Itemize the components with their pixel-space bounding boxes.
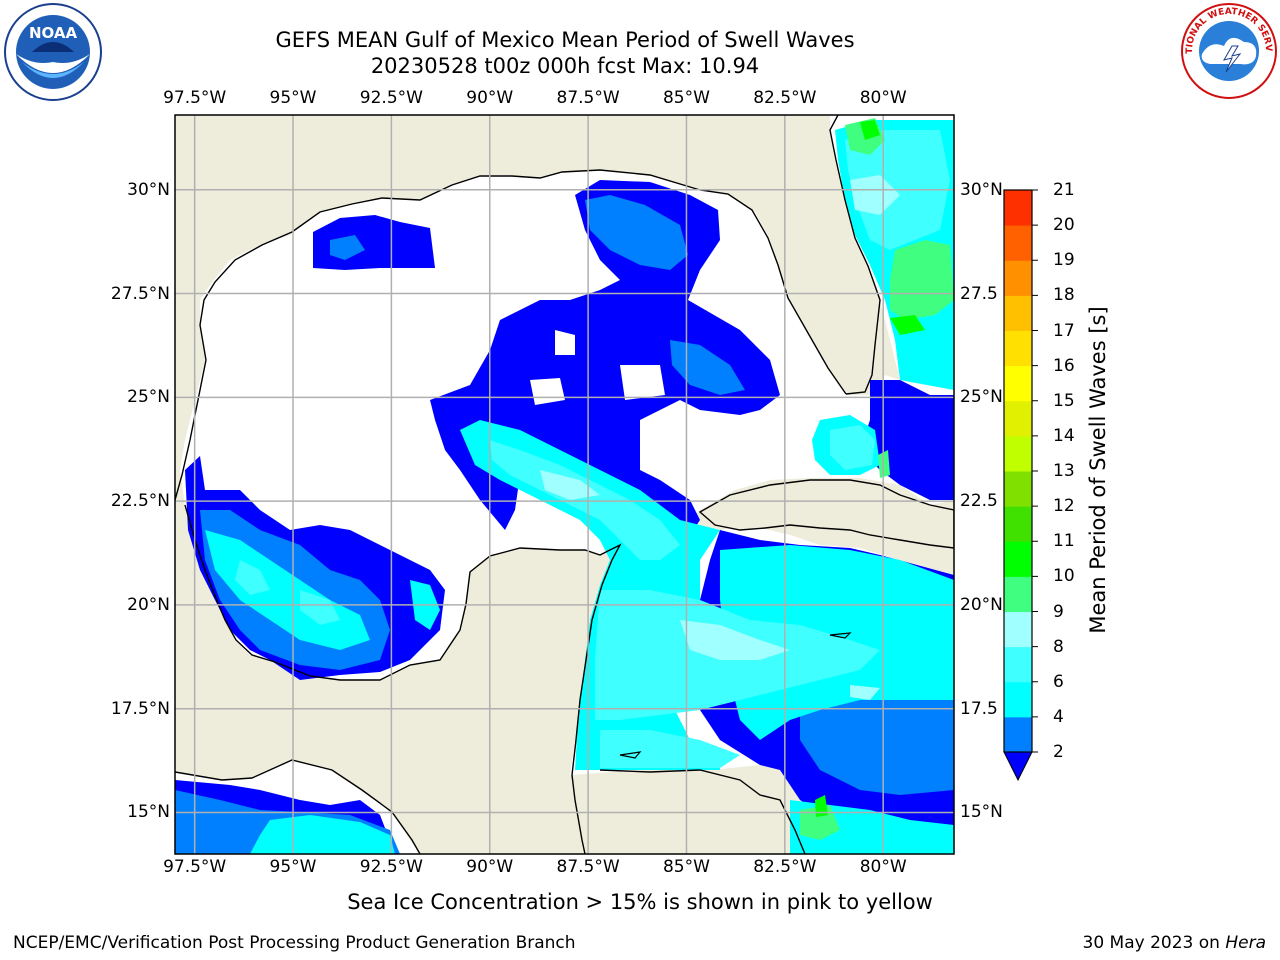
lon-tick-top: 87.5°W xyxy=(556,88,620,108)
nws-logo: NATIONAL WEATHER SERVICE xyxy=(1180,2,1277,99)
graticule xyxy=(175,115,954,854)
cuba xyxy=(698,479,954,549)
lat-tick-left: 22.5°N xyxy=(110,491,170,512)
colorbar-tick-label: 10 xyxy=(1053,566,1075,587)
lon-tick-top: 80°W xyxy=(859,88,907,108)
map-subtitle: 20230528 t00z 000h fcst Max: 10.94 xyxy=(370,54,760,78)
colorbar xyxy=(1003,189,1038,782)
colorbar-segment xyxy=(1004,471,1032,507)
sea-ice-note: Sea Ice Concentration > 15% is shown in … xyxy=(347,890,933,914)
lon-tick-bottom: 82.5°W xyxy=(753,857,817,877)
colorbar-segment xyxy=(1004,716,1032,753)
lat-tick-left: 25°N xyxy=(127,387,170,408)
lon-tick-bottom: 92.5°W xyxy=(359,857,423,877)
lon-tick-top: 90°W xyxy=(466,88,514,108)
lat-tick-left: 27.5°N xyxy=(110,283,170,304)
lat-tick-right: 30°N xyxy=(960,179,1003,200)
colorbar-tick-label: 15 xyxy=(1053,390,1075,411)
colorbar-tick-label: 9 xyxy=(1053,601,1064,622)
lon-tick-bottom: 97.5°W xyxy=(163,857,227,877)
coastlines xyxy=(175,115,881,854)
lat-tick-right: 27.5 xyxy=(960,283,998,304)
map-frame xyxy=(174,114,955,855)
lat-tick-left: 17.5°N xyxy=(110,698,170,719)
colorbar-segment xyxy=(1004,541,1032,577)
lon-tick-top: 95°W xyxy=(269,88,317,108)
colorbar-tick-label: 13 xyxy=(1053,461,1075,481)
colorbar-segment xyxy=(1004,435,1032,472)
lon-tick-bottom: 80°W xyxy=(859,857,907,877)
colorbar-segment xyxy=(1004,260,1032,296)
colorbar-segment xyxy=(1004,225,1032,261)
colorbar-tick-label: 16 xyxy=(1053,355,1075,376)
colorbar-tick-label: 2 xyxy=(1053,742,1064,762)
lon-tick-top: 97.5°W xyxy=(163,88,227,108)
lon-tick-top: 92.5°W xyxy=(359,88,423,108)
colorbar-segment xyxy=(1004,506,1032,542)
colorbar-segment xyxy=(1004,576,1032,612)
colorbar-tick-label: 4 xyxy=(1053,706,1064,727)
lat-tick-right: 20°N xyxy=(960,594,1003,615)
lon-tick-bottom: 95°W xyxy=(269,857,317,877)
lon-tick-bottom: 90°W xyxy=(466,857,514,877)
lat-tick-right: 22.5 xyxy=(960,491,998,512)
noaa-logo-text: NOAA xyxy=(29,24,78,42)
lat-tick-right: 25°N xyxy=(960,387,1003,408)
map-title: GEFS MEAN Gulf of Mexico Mean Period of … xyxy=(275,28,855,52)
noaa-logo: NOAA xyxy=(4,3,102,101)
colorbar-label: Mean Period of Swell Waves [s] xyxy=(1086,306,1110,634)
colorbar-tick-label: 17 xyxy=(1053,320,1075,341)
colorbar-tick-label: 11 xyxy=(1053,531,1075,552)
colorbar-segment xyxy=(1004,330,1032,367)
colorbar-extend-min xyxy=(1003,751,1033,782)
colorbar-tick-label: 8 xyxy=(1053,636,1064,657)
lat-tick-right: 15°N xyxy=(960,802,1003,823)
lon-tick-bottom: 87.5°W xyxy=(556,857,620,877)
colorbar-tick-label: 21 xyxy=(1053,180,1075,200)
colorbar-tick-label: 14 xyxy=(1053,425,1075,446)
colorbar-tick-label: 12 xyxy=(1053,496,1075,517)
lat-tick-right: 17.5 xyxy=(960,698,998,719)
footer-left: NCEP/EMC/Verification Post Processing Pr… xyxy=(13,933,576,953)
lon-tick-top: 85°W xyxy=(662,88,710,108)
lat-tick-left: 15°N xyxy=(127,802,170,823)
lon-tick-top: 82.5°W xyxy=(753,88,817,108)
colorbar-segment xyxy=(1004,646,1032,683)
footer-host: Hera xyxy=(1225,933,1266,953)
colorbar-segment xyxy=(1004,190,1032,226)
colorbar-tick-label: 6 xyxy=(1053,671,1064,692)
colorbar-tick-label: 18 xyxy=(1053,285,1075,306)
colorbar-tick-label: 20 xyxy=(1053,215,1075,236)
lon-tick-bottom: 85°W xyxy=(662,857,710,877)
colorbar-segment xyxy=(1004,365,1032,402)
footer-right: 30 May 2023 on Hera xyxy=(1082,933,1267,953)
colorbar-segment xyxy=(1004,681,1032,718)
colorbar-tick-label: 19 xyxy=(1053,250,1075,271)
lat-tick-left: 20°N xyxy=(127,594,170,615)
colorbar-segment xyxy=(1004,400,1032,437)
lat-tick-left: 30°N xyxy=(127,179,170,200)
colorbar-segment xyxy=(1004,295,1032,331)
colorbar-segment xyxy=(1004,611,1032,648)
